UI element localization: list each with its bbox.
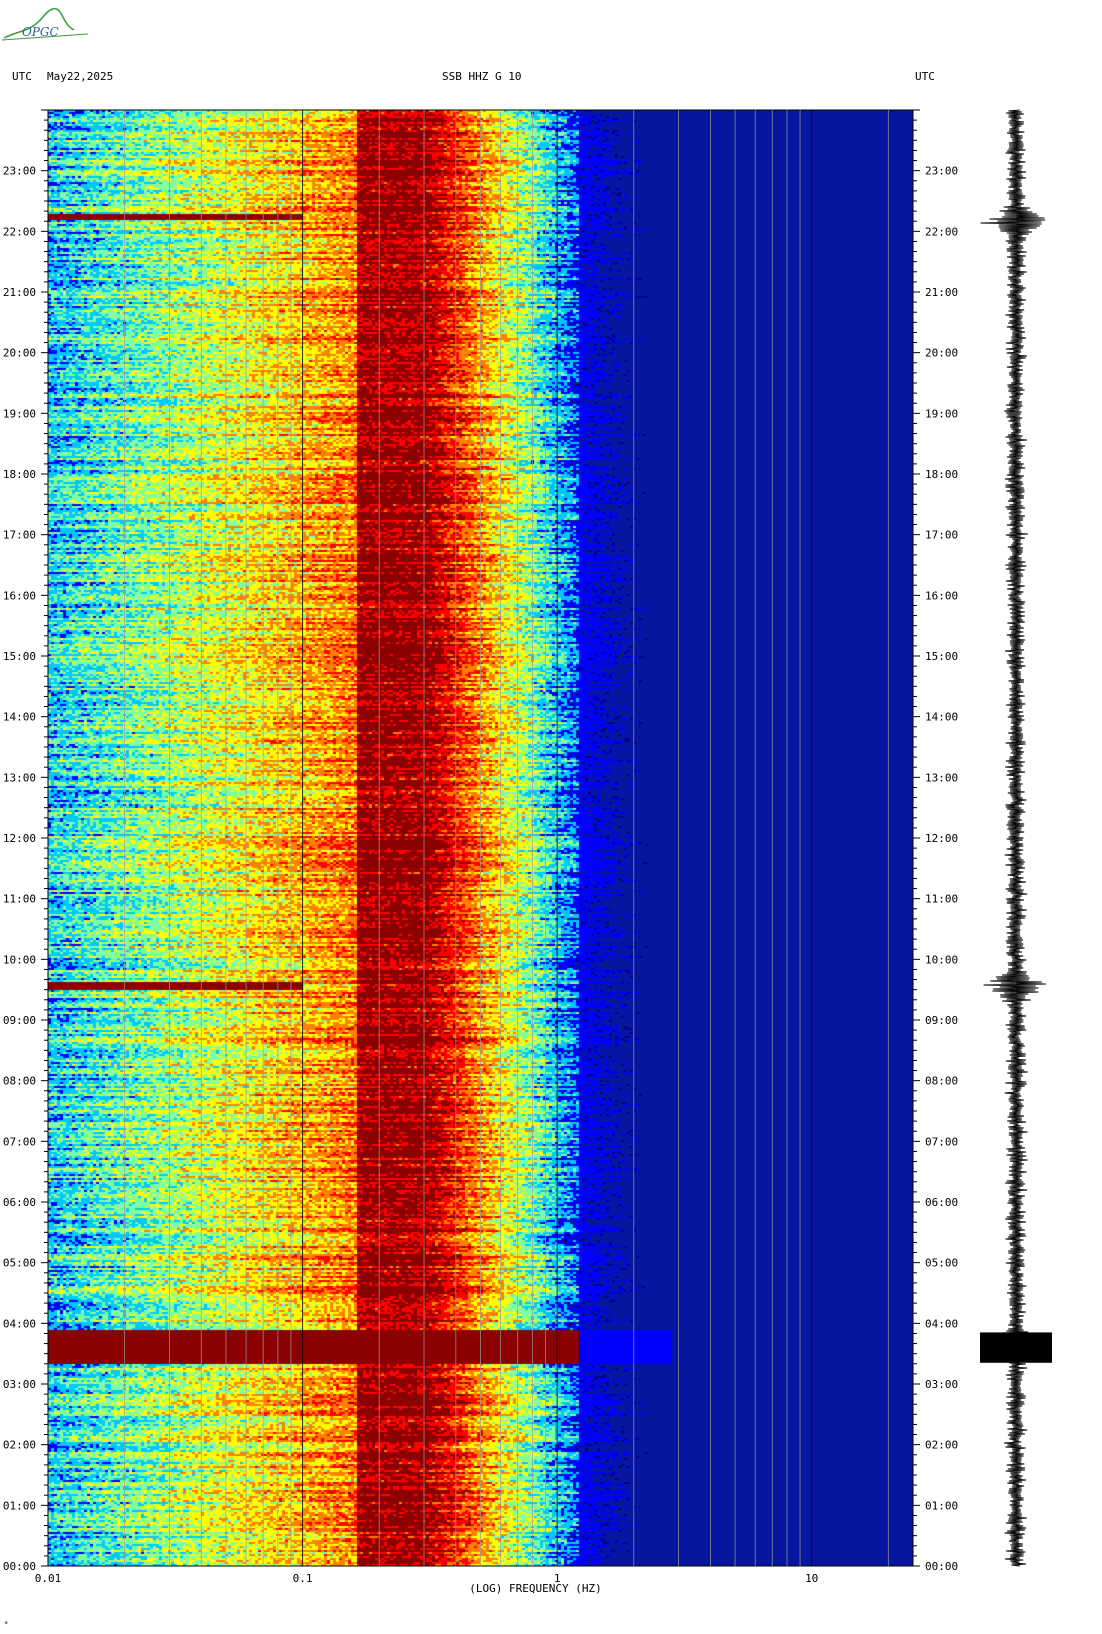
x-tick-label: 0.1: [293, 1572, 313, 1585]
y-tick-label-right: 19:00: [925, 407, 958, 420]
y-tick-label-left: 14:00: [3, 711, 36, 724]
chart-title: SSB HHZ G 10: [442, 70, 522, 83]
x-tick-label: 1: [554, 1572, 561, 1585]
y-tick-label-right: 12:00: [925, 832, 958, 845]
y-tick-label-right: 11:00: [925, 893, 958, 906]
y-tick-label-left: 02:00: [3, 1439, 36, 1452]
y-tick-label-left: 06:00: [3, 1196, 36, 1209]
y-tick-label-left: 04:00: [3, 1317, 36, 1330]
y-tick-label-right: 06:00: [925, 1196, 958, 1209]
date-label: May22,2025: [47, 70, 114, 83]
y-tick-label-right: 08:00: [925, 1075, 958, 1088]
x-axis-label: (LOG) FREQUENCY (HZ): [469, 1582, 601, 1595]
y-tick-label-left: 21:00: [3, 286, 36, 299]
y-tick-label-left: 07:00: [3, 1135, 36, 1148]
x-tick-label: 0.01: [35, 1572, 62, 1585]
y-tick-label-right: 20:00: [925, 347, 958, 360]
y-tick-label-right: 07:00: [925, 1135, 958, 1148]
y-tick-label-left: 10:00: [3, 953, 36, 966]
logo-text: OPGC: [22, 25, 59, 39]
y-tick-label-left: 11:00: [3, 893, 36, 906]
corner-mark: *: [4, 1620, 9, 1628]
y-tick-label-right: 17:00: [925, 529, 958, 542]
y-tick-label-right: 13:00: [925, 771, 958, 784]
y-tick-label-left: 12:00: [3, 832, 36, 845]
y-tick-label-right: 14:00: [925, 711, 958, 724]
y-tick-label-right: 10:00: [925, 953, 958, 966]
y-tick-label-right: 16:00: [925, 589, 958, 602]
y-tick-label-right: 22:00: [925, 225, 958, 238]
y-tick-label-left: 18:00: [3, 468, 36, 481]
y-tick-label-right: 00:00: [925, 1560, 958, 1573]
y-tick-label-left: 17:00: [3, 529, 36, 542]
y-tick-label-left: 22:00: [3, 225, 36, 238]
y-tick-label-right: 03:00: [925, 1378, 958, 1391]
y-tick-label-right: 18:00: [925, 468, 958, 481]
y-tick-label-left: 13:00: [3, 771, 36, 784]
y-tick-label-right: 04:00: [925, 1317, 958, 1330]
right-timezone-label: UTC: [915, 70, 935, 83]
x-tick-label: 10: [805, 1572, 818, 1585]
y-tick-label-left: 16:00: [3, 589, 36, 602]
y-tick-label-right: 23:00: [925, 165, 958, 178]
y-tick-label-left: 23:00: [3, 165, 36, 178]
y-tick-label-left: 00:00: [3, 1560, 36, 1573]
y-tick-label-right: 15:00: [925, 650, 958, 663]
y-tick-label-right: 09:00: [925, 1014, 958, 1027]
y-tick-label-right: 05:00: [925, 1257, 958, 1270]
y-tick-label-left: 05:00: [3, 1257, 36, 1270]
y-tick-label-left: 01:00: [3, 1499, 36, 1512]
y-tick-label-left: 03:00: [3, 1378, 36, 1391]
y-tick-label-left: 09:00: [3, 1014, 36, 1027]
y-tick-label-right: 01:00: [925, 1499, 958, 1512]
left-timezone-label: UTC: [12, 70, 32, 83]
y-tick-label-right: 02:00: [925, 1439, 958, 1452]
opgc-logo: [1, 7, 89, 41]
y-tick-label-left: 08:00: [3, 1075, 36, 1088]
y-tick-label-right: 21:00: [925, 286, 958, 299]
y-tick-label-left: 15:00: [3, 650, 36, 663]
seismogram-trace: [980, 109, 1046, 1567]
y-tick-label-left: 20:00: [3, 347, 36, 360]
y-tick-label-left: 19:00: [3, 407, 36, 420]
seismogram-event-block: [980, 1332, 1052, 1363]
